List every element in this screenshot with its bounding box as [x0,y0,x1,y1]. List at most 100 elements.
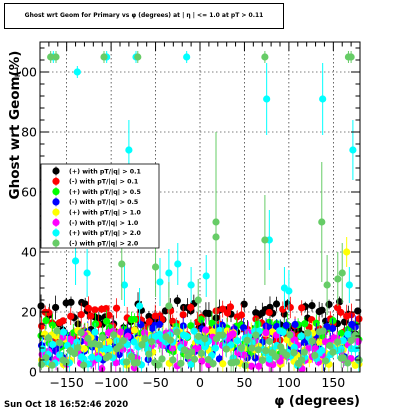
data-point [105,352,113,360]
y-tick-label: 40 [21,245,37,260]
data-point [286,331,294,339]
x-tick-label: 0 [196,375,204,390]
x-tick-label: 150 [321,375,345,390]
data-point [141,335,149,343]
data-point [145,318,153,326]
legend-label: (-) with pT/|q| > 0.5 [69,199,138,207]
x-tick-label: 100 [277,375,301,390]
data-point [290,349,298,357]
data-point [261,53,269,61]
chart-title: Ghost wrt Geom for Primary vs φ (degrees… [24,12,264,19]
data-point [311,351,319,360]
data-point [166,336,175,344]
data-point [201,335,209,343]
data-point [329,348,337,356]
y-tick-label: 20 [21,305,37,320]
data-point [285,287,293,295]
data-point [290,336,298,344]
data-point [226,303,235,311]
data-point [154,361,162,369]
data-point [48,321,57,329]
data-point [282,321,290,330]
data-point [272,300,281,308]
data-point [240,324,248,332]
data-point [279,305,287,313]
data-point [291,320,299,329]
legend-marker [52,167,60,175]
data-point [98,334,106,342]
data-point [308,337,316,345]
data-point [105,338,113,346]
data-point [56,351,64,359]
data-point [283,351,291,359]
data-point [286,303,294,312]
data-point [232,358,241,366]
data-point [49,340,57,349]
data-point [248,344,256,352]
series-highlights-6 [49,51,357,324]
data-point [263,95,271,103]
data-point [201,343,209,351]
data-point [261,236,269,244]
data-point [115,342,124,350]
data-point [42,316,50,325]
data-point [173,297,181,305]
data-point [73,68,81,76]
data-point [138,341,146,349]
data-point [347,337,355,345]
data-point [325,300,333,309]
data-point [155,320,164,329]
legend-label: (+) with pT/|q| > 1.0 [69,210,142,218]
data-point [338,269,346,277]
y-axis-label: Ghost wrt Geom(%) [7,51,23,200]
data-point [190,327,198,335]
data-point [240,300,248,308]
data-point [165,302,173,310]
data-point [91,306,99,314]
legend-marker [52,198,60,206]
data-point [67,298,75,306]
data-point [91,320,100,328]
data-point [251,354,259,362]
data-point [102,304,110,313]
data-point [243,336,251,344]
x-tick-label: −100 [94,375,128,390]
legend-marker [52,218,60,227]
y-tick-label: 100 [13,65,37,80]
data-point [219,331,227,339]
legend-label: (-) with pT/|q| > 0.1 [69,179,138,187]
data-point [204,355,212,364]
data-point [219,305,227,313]
data-point [265,308,273,317]
data-point [222,345,230,353]
data-point [269,360,277,369]
data-point [62,358,70,366]
data-point [84,334,92,342]
data-point [130,315,139,324]
data-point [252,331,260,339]
data-point [321,357,330,365]
data-point [95,314,103,322]
data-point [119,337,127,345]
data-point [194,296,202,304]
legend-label: (-) with pT/|q| > 1.0 [69,220,139,228]
data-point [173,328,181,336]
data-point [318,306,326,314]
data-point [44,334,53,342]
data-point [88,353,96,361]
data-point [316,338,324,346]
legend-marker [52,188,60,196]
data-point [77,329,85,337]
data-point [194,332,203,341]
data-point [344,330,352,338]
data-point [47,53,55,61]
data-point [237,344,245,352]
data-point [349,146,357,154]
data-point [112,304,121,312]
data-point [255,362,263,370]
data-point [279,328,287,336]
data-point [145,350,153,358]
data-point [351,345,360,353]
data-point [329,316,337,325]
legend-label: (+) with pT/|q| > 2.0 [69,230,142,238]
